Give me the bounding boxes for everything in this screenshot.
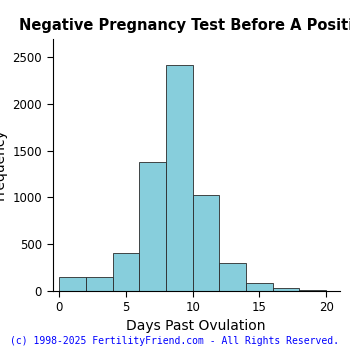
Bar xyxy=(86,276,113,290)
Title: Negative Pregnancy Test Before A Positive: Negative Pregnancy Test Before A Positiv… xyxy=(19,18,350,33)
Y-axis label: Frequency: Frequency xyxy=(0,129,7,200)
Bar xyxy=(300,289,326,290)
Bar xyxy=(273,288,300,290)
Bar xyxy=(113,253,139,290)
Bar xyxy=(193,195,219,290)
X-axis label: Days Past Ovulation: Days Past Ovulation xyxy=(126,320,266,334)
Bar xyxy=(246,283,273,290)
Text: (c) 1998-2025 FertilityFriend.com - All Rights Reserved.: (c) 1998-2025 FertilityFriend.com - All … xyxy=(10,336,340,346)
Bar xyxy=(219,262,246,290)
Bar xyxy=(59,276,86,290)
Bar xyxy=(139,162,166,290)
Bar xyxy=(166,65,193,290)
